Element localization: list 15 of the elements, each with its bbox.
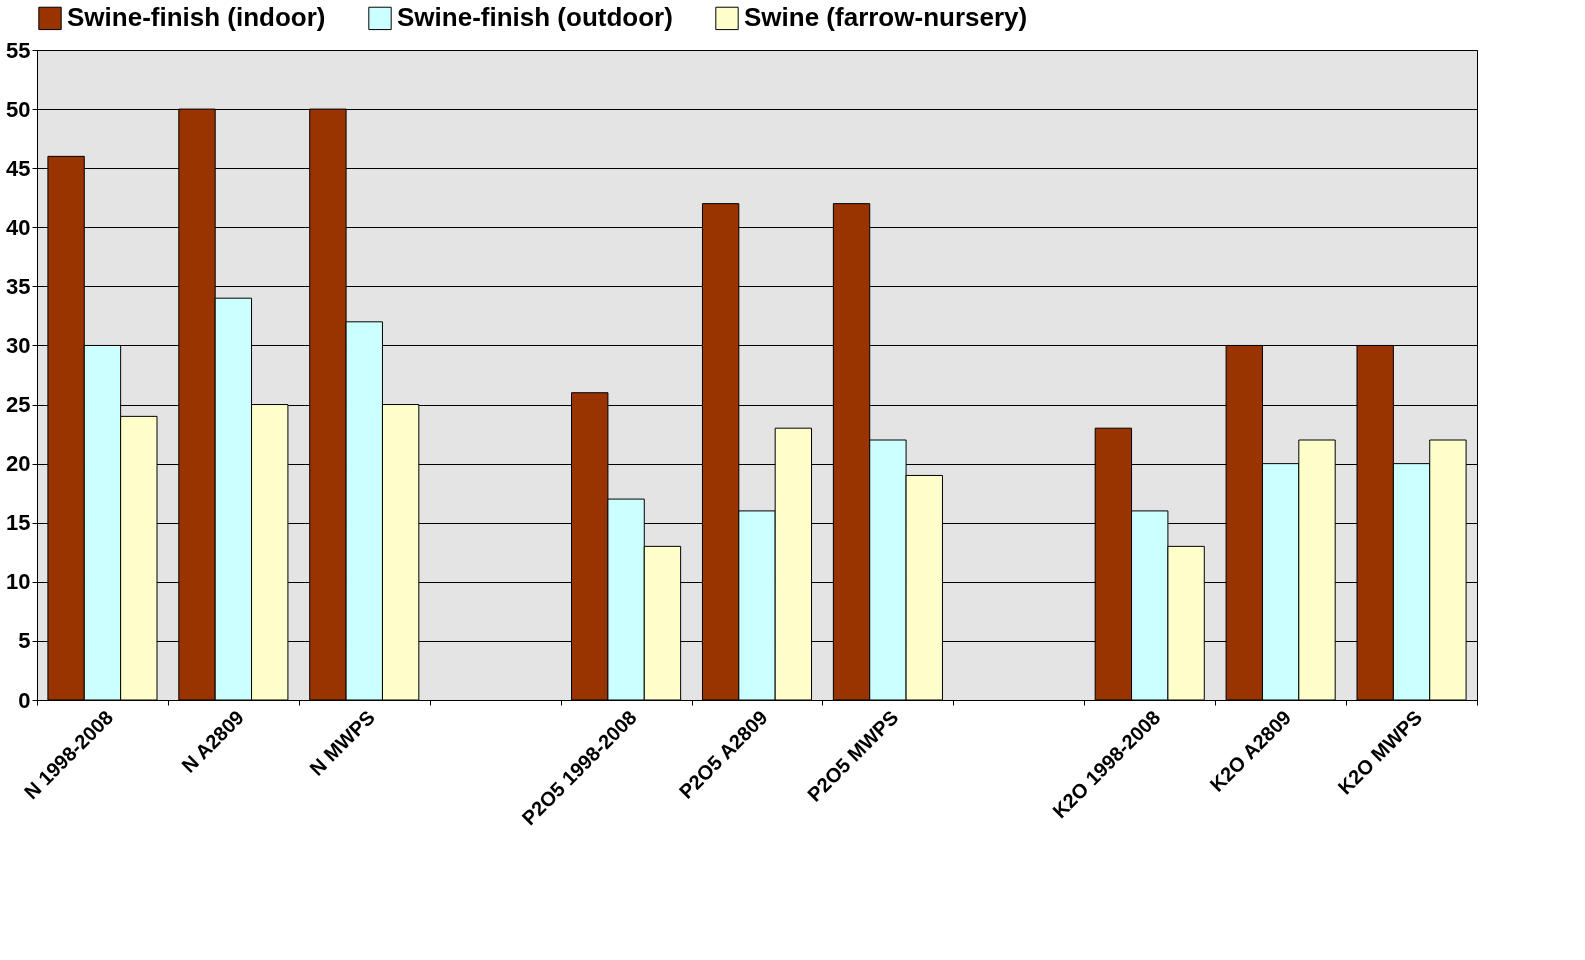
y-tick-label: 35	[6, 273, 31, 299]
y-tick-label: 10	[6, 569, 31, 595]
y-tick-label: 15	[6, 510, 31, 536]
y-tick-label: 40	[6, 214, 31, 240]
y-tick-label: 5	[18, 628, 31, 654]
y-tick-label: 55	[6, 37, 31, 63]
y-tick-label: 30	[6, 332, 31, 358]
legend-label: Swine-finish (indoor)	[67, 2, 326, 33]
legend-label: Swine (farrow-nursery)	[744, 2, 1028, 33]
y-tick-label: 50	[6, 96, 31, 122]
y-tick-label: 25	[6, 392, 31, 418]
y-tick-label: 0	[18, 687, 31, 713]
y-tick-label: 45	[6, 155, 31, 181]
legend-label: Swine-finish (outdoor)	[397, 2, 673, 33]
y-tick-label: 20	[6, 451, 31, 477]
